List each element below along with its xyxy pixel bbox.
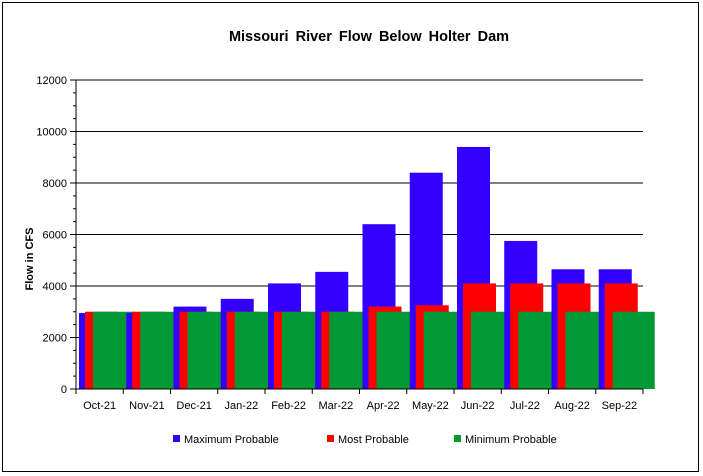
legend-item: Most Probable	[327, 434, 409, 446]
legend-item: Minimum Probable	[454, 434, 557, 446]
legend-label: Minimum Probable	[465, 434, 557, 446]
legend-swatch	[173, 435, 180, 442]
y-tick-label: 12000	[36, 75, 67, 87]
legend-label: Most Probable	[338, 434, 409, 446]
x-tick-label: Oct-21	[83, 400, 116, 412]
y-axis-label: Flow in CFS	[24, 228, 36, 291]
y-tick-label: 2000	[43, 333, 67, 345]
x-tick-label: Dec-21	[176, 400, 211, 412]
chart-title: Missouri River Flow Below Holter Dam	[229, 29, 509, 45]
x-tick-label: Nov-21	[129, 400, 164, 412]
x-tick-label: Mar-22	[318, 400, 353, 412]
x-tick-label: May-22	[412, 400, 449, 412]
y-tick-label: 4000	[43, 281, 67, 293]
x-tick-label: Jan-22	[225, 400, 259, 412]
bar-chart: Missouri River Flow Below Holter Dam Flo…	[24, 29, 655, 446]
x-tick-label: Sep-22	[602, 400, 637, 412]
x-tick-label: Aug-22	[554, 400, 589, 412]
legend: Maximum Probable Most Probable Minimum Pro…	[173, 434, 557, 446]
axes	[70, 79, 644, 394]
x-tick-labels: Oct-21 Nov-21 Dec-21 Jan-22 Feb-22 Mar-22 Apr-…	[83, 400, 637, 412]
bars	[79, 146, 655, 389]
x-tick-label: Feb-22	[271, 400, 306, 412]
legend-label: Maximum Probable	[184, 434, 279, 446]
legend-item: Maximum Probable	[173, 434, 279, 446]
chart-frame: Missouri River Flow Below Holter Dam Flo…	[2, 2, 699, 472]
legend-swatch	[454, 435, 461, 442]
legend-swatch	[327, 435, 334, 442]
bar-minimum-probable-sep-22	[612, 311, 655, 389]
y-tick-label: 8000	[43, 178, 67, 190]
y-tick-label: 6000	[43, 230, 67, 242]
y-tick-label: 0	[61, 384, 67, 396]
x-tick-label: Jun-22	[461, 400, 495, 412]
x-tick-label: Apr-22	[367, 400, 400, 412]
y-tick-labels: 0 2000 4000 6000 8000 10000 12000	[36, 75, 67, 396]
y-tick-label: 10000	[36, 127, 67, 139]
x-tick-label: Jul-22	[510, 400, 540, 412]
